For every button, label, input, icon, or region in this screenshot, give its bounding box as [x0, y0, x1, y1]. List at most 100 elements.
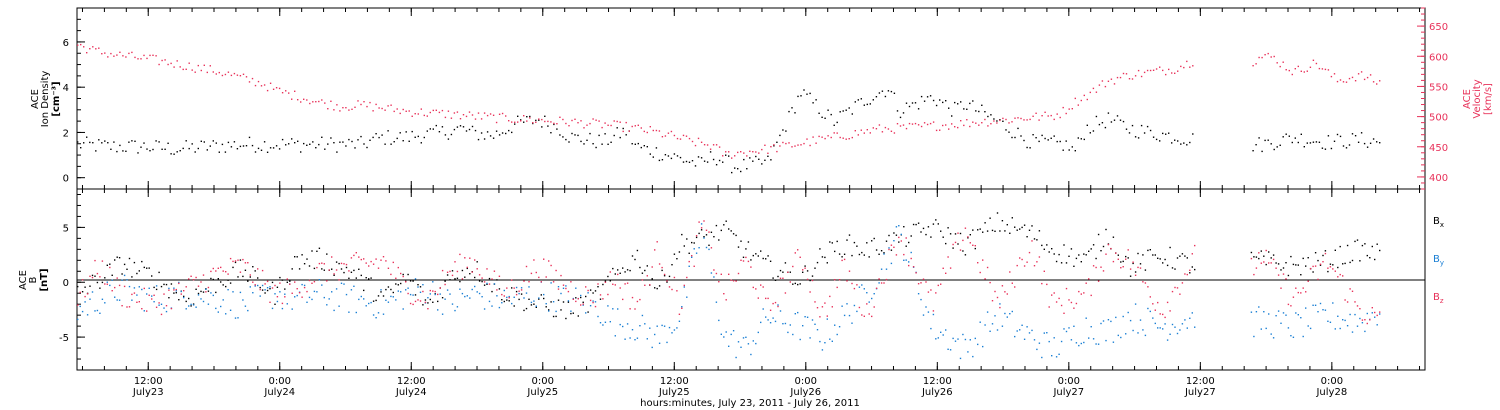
bx-point: [377, 295, 380, 297]
by-point: [1152, 317, 1154, 319]
bx-point: [365, 277, 367, 279]
by-point: [1344, 319, 1346, 322]
density-point: [616, 127, 618, 129]
by-point: [871, 297, 873, 300]
bx-point: [109, 263, 111, 265]
bx-point: [168, 297, 170, 299]
density-point: [700, 157, 703, 159]
density-point: [538, 119, 540, 121]
density-point: [1056, 140, 1058, 143]
bz-point: [819, 316, 821, 318]
bz-point: [587, 289, 589, 292]
by-point: [205, 288, 207, 290]
bz-point: [915, 272, 917, 274]
density-point: [890, 90, 893, 93]
density-point: [1363, 142, 1366, 145]
bz-point: [382, 256, 385, 258]
velocity-point: [492, 114, 495, 116]
velocity-point: [1276, 62, 1278, 64]
by-point: [582, 304, 584, 306]
by-point: [575, 287, 577, 289]
by-point: [1176, 332, 1179, 335]
by-point: [1305, 307, 1307, 309]
velocity-point: [1345, 81, 1348, 83]
velocity-point: [1071, 108, 1073, 110]
by-point: [622, 325, 624, 328]
bz-point: [1319, 263, 1322, 265]
bx-point: [1191, 266, 1193, 268]
by-point: [718, 319, 720, 322]
velocity-point: [1174, 72, 1176, 74]
density-point: [703, 160, 706, 162]
density-point: [568, 141, 570, 143]
by-point: [261, 284, 264, 287]
velocity-point: [137, 58, 139, 60]
bx-point: [969, 234, 971, 236]
by-point: [229, 309, 232, 311]
density-point: [242, 145, 245, 147]
velocity-point: [158, 63, 160, 66]
bz-point: [617, 273, 619, 276]
bz-point: [1028, 251, 1031, 254]
velocity-point: [960, 120, 962, 122]
velocity-point: [688, 137, 691, 140]
velocity-axis-title-line3: [km/s]: [1483, 83, 1494, 115]
bx-point: [131, 276, 133, 278]
bz-point: [493, 270, 496, 272]
bz-point: [846, 280, 848, 282]
bx-point: [565, 317, 567, 320]
density-point: [1020, 135, 1022, 137]
by-point: [1157, 327, 1159, 329]
by-point: [972, 355, 974, 358]
velocity-point: [1366, 76, 1369, 79]
by-point: [392, 296, 394, 298]
bx-point: [291, 268, 293, 270]
bx-point: [264, 292, 266, 294]
bx-point: [750, 259, 752, 261]
bx-point: [597, 286, 599, 288]
bz-point: [1125, 258, 1127, 260]
bz-point: [380, 259, 382, 261]
velocity-point: [622, 130, 624, 133]
bx-point: [1258, 257, 1260, 260]
bx-point: [1105, 228, 1107, 231]
velocity-point: [315, 101, 317, 103]
velocity-point: [1315, 62, 1318, 65]
bx-point: [114, 259, 116, 261]
bz-point: [116, 277, 118, 279]
density-point: [1143, 132, 1146, 134]
bz-point: [1351, 290, 1354, 292]
bz-point: [644, 284, 646, 286]
by-point: [185, 308, 187, 310]
bx-point: [1159, 258, 1161, 260]
by-point: [925, 306, 927, 308]
by-point: [227, 289, 229, 291]
by-point: [215, 307, 217, 310]
bx-point: [1342, 263, 1344, 265]
velocity-tick-label: 650: [1429, 22, 1448, 33]
by-point: [1055, 356, 1058, 358]
velocity-point: [830, 136, 832, 139]
bx-point: [1009, 232, 1011, 234]
bz-point: [1152, 303, 1154, 305]
velocity-point: [185, 68, 187, 70]
velocity-point: [1273, 55, 1275, 58]
velocity-point: [1050, 114, 1052, 117]
bx-point: [824, 256, 826, 259]
by-point: [1164, 323, 1166, 325]
by-point: [954, 340, 957, 342]
by-point: [747, 343, 750, 345]
velocity-point: [1333, 73, 1336, 75]
density-point: [860, 98, 862, 100]
bx-point: [912, 223, 915, 226]
velocity-point: [610, 124, 612, 127]
density-point: [230, 146, 233, 148]
by-point: [634, 339, 636, 341]
by-point: [456, 306, 459, 308]
by-point: [560, 292, 562, 295]
by-point: [449, 293, 451, 295]
bx-point: [1302, 257, 1304, 260]
density-point: [592, 143, 594, 145]
velocity-point: [580, 120, 582, 122]
by-point: [920, 298, 922, 301]
